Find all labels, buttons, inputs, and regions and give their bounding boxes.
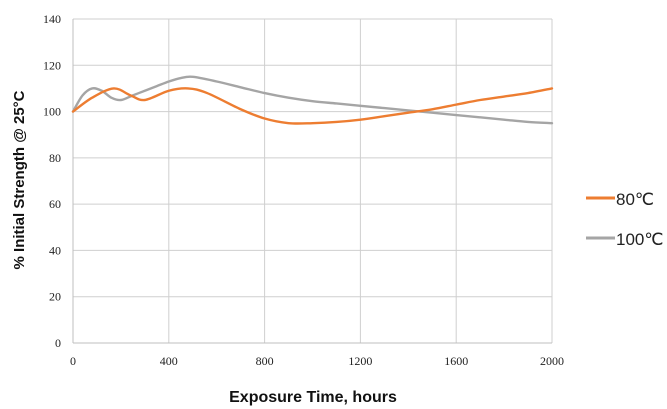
x-tick-label: 1600 <box>444 354 468 368</box>
grid <box>73 18 553 343</box>
x-tick-label: 0 <box>70 354 76 368</box>
plot-area <box>72 19 552 344</box>
y-tick-labels: 0 20 40 60 80 100 120 140 <box>43 12 61 350</box>
y-tick-label: 100 <box>43 105 61 119</box>
y-axis-title: % Initial Strength @ 25°C <box>11 90 28 269</box>
y-tick-label: 80 <box>49 151 61 165</box>
legend-label-1: 100℃ <box>616 230 663 249</box>
y-tick-label: 20 <box>49 290 61 304</box>
y-tick-label: 0 <box>55 336 61 350</box>
x-tick-label: 2000 <box>540 354 564 368</box>
x-tick-labels: 0 400 800 1200 1600 2000 <box>70 354 564 368</box>
series-layer <box>71 75 554 125</box>
y-tick-label: 40 <box>49 243 61 257</box>
x-axis-title: Exposure Time, hours <box>229 389 397 406</box>
series-line-0 <box>71 87 554 125</box>
x-tick-label: 800 <box>256 354 274 368</box>
y-tick-label: 120 <box>43 58 61 72</box>
legend-label-0: 80℃ <box>616 190 654 209</box>
series-line-1 <box>71 75 554 125</box>
legend: 80℃ 100℃ <box>586 190 663 249</box>
y-tick-label: 60 <box>49 197 61 211</box>
x-tick-label: 400 <box>160 354 178 368</box>
x-tick-label: 1200 <box>348 354 372 368</box>
y-tick-label: 140 <box>43 12 61 26</box>
